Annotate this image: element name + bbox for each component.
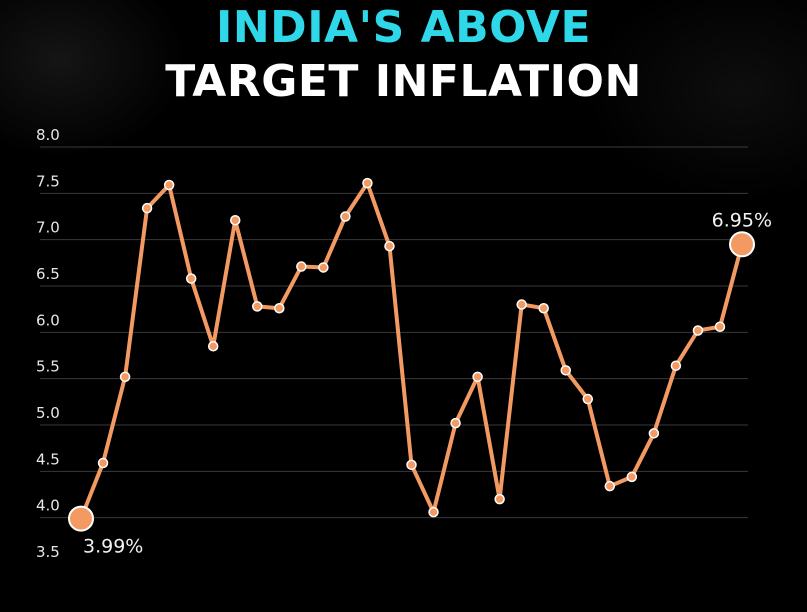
data-point	[714, 321, 726, 333]
data-point	[252, 301, 263, 312]
data-point	[384, 240, 395, 252]
highlight-point	[68, 505, 94, 532]
y-tick-label: 7.0	[36, 219, 60, 237]
point-value-label: 3.99%	[83, 536, 143, 558]
data-point	[648, 428, 660, 439]
grid-lines	[40, 146, 748, 519]
data-point	[560, 365, 571, 376]
data-point	[229, 214, 241, 226]
data-point	[692, 325, 704, 336]
chart-title-line1: INDIA'S ABOVE	[215, 2, 592, 53]
point-value-label: 6.95%	[712, 209, 772, 231]
chart-title-line2: TARGET INFLATION	[165, 56, 642, 107]
y-tick-label: 3.5	[36, 543, 60, 561]
data-point	[207, 340, 219, 352]
data-point	[185, 273, 197, 284]
data-point	[472, 371, 483, 383]
data-point	[340, 211, 351, 222]
highlight-point	[729, 231, 755, 258]
data-point	[318, 262, 329, 273]
y-tick-label: 5.0	[36, 404, 60, 422]
point-labels: 3.99% 6.95%	[83, 209, 772, 557]
y-tick-label: 8.0	[36, 126, 60, 144]
data-point	[516, 299, 527, 310]
data-point	[670, 360, 682, 371]
data-point	[494, 493, 505, 505]
data-point	[274, 302, 285, 314]
y-axis-ticks: 3.5 4.0 4.5 5.0 5.5 6.0 6.5 7.0 7.5 8.0	[36, 126, 60, 561]
y-tick-label: 4.0	[36, 497, 60, 515]
data-point	[428, 506, 439, 518]
data-point	[296, 261, 307, 272]
data-point	[538, 302, 549, 314]
y-tick-label: 6.0	[36, 311, 60, 329]
data-point	[119, 371, 131, 383]
data-point	[406, 459, 417, 471]
data-point	[582, 393, 594, 405]
data-point	[604, 480, 616, 492]
data-points	[68, 177, 755, 532]
data-point	[97, 457, 109, 469]
y-tick-label: 6.5	[36, 265, 60, 283]
data-point	[626, 471, 638, 483]
data-point	[141, 202, 153, 214]
y-tick-label: 4.5	[36, 450, 60, 468]
data-point	[163, 179, 175, 191]
y-tick-label: 7.5	[36, 172, 60, 190]
y-tick-label: 5.5	[36, 358, 60, 376]
data-point	[450, 417, 461, 429]
data-point	[362, 177, 373, 189]
